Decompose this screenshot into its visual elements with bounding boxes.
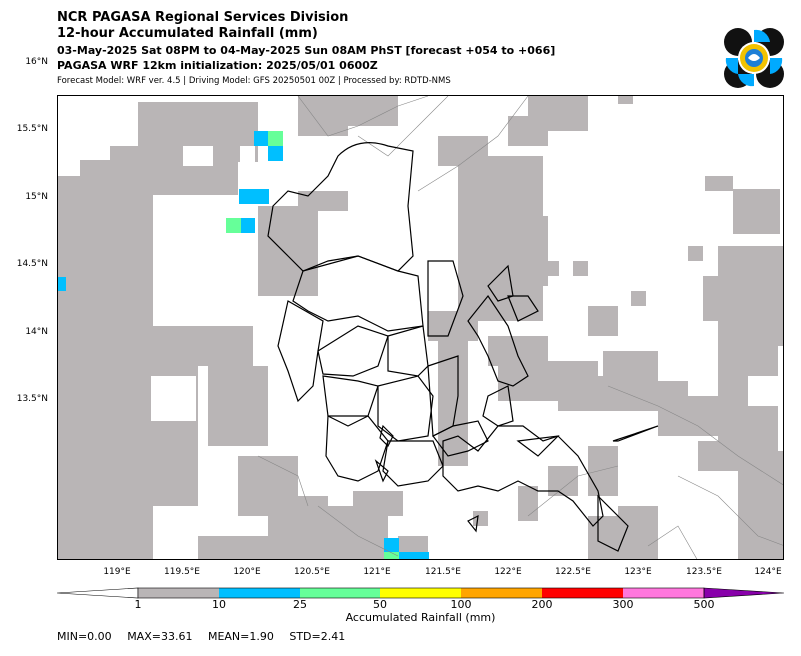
colorbar	[57, 587, 785, 599]
stat-max: MAX=33.61	[127, 630, 193, 643]
colorbar-tick-500: 500	[693, 598, 715, 611]
lon-label-120: 120°E	[233, 567, 261, 577]
colorbar-tick-300: 300	[612, 598, 634, 611]
lon-label-121-5: 121.5°E	[425, 567, 461, 577]
moderate-rainfall-cells	[58, 131, 429, 559]
model-info: Forecast Model: WRF ver. 4.5 | Driving M…	[57, 76, 451, 86]
pagasa-seal-icon	[724, 28, 784, 88]
lat-label-15: 15°N	[25, 192, 48, 202]
no-rain-gaps	[123, 131, 783, 421]
province-boundaries	[267, 142, 659, 552]
stat-std: STD=2.41	[289, 630, 346, 643]
lon-label-123: 123°E	[624, 567, 652, 577]
lat-label-13-5: 13.5°N	[16, 394, 48, 404]
lon-label-119-5: 119.5°E	[164, 567, 200, 577]
light-rainfall-cells	[58, 96, 783, 559]
lat-label-14: 14°N	[25, 327, 48, 337]
stat-min: MIN=0.00	[57, 630, 112, 643]
rainfall-map	[57, 95, 784, 560]
stat-mean: MEAN=1.90	[207, 630, 274, 643]
lat-label-16: 16°N	[25, 57, 48, 67]
rainfall-map-canvas	[58, 96, 783, 559]
colorbar-tick-100: 100	[450, 598, 472, 611]
lon-label-122: 122°E	[494, 567, 522, 577]
colorbar-label: Accumulated Rainfall (mm)	[345, 611, 496, 624]
initialization: PAGASA WRF 12km initialization: 2025/05/…	[57, 59, 378, 72]
lon-label-123-5: 123.5°E	[686, 567, 722, 577]
lat-label-14-5: 14.5°N	[16, 259, 48, 269]
statistics: MIN=0.00 MAX=33.61 MEAN=1.90 STD=2.41	[57, 630, 357, 643]
lon-label-120-5: 120.5°E	[294, 567, 330, 577]
title-line-2: 12-hour Accumulated Rainfall (mm)	[57, 26, 318, 41]
lon-label-124: 124°E	[754, 567, 782, 577]
lat-label-15-5: 15.5°N	[16, 124, 48, 134]
lon-label-122-5: 122.5°E	[555, 567, 591, 577]
colorbar-tick-1: 1	[134, 598, 142, 611]
title-line-1: NCR PAGASA Regional Services Division	[57, 10, 349, 25]
colorbar-tick-10: 10	[212, 598, 226, 611]
forecast-period: 03-May-2025 Sat 08PM to 04-May-2025 Sun …	[57, 44, 556, 57]
coastlines-minor	[257, 96, 783, 559]
colorbar-tick-200: 200	[531, 598, 553, 611]
colorbar-tick-50: 50	[373, 598, 387, 611]
colorbar-tick-25: 25	[293, 598, 307, 611]
lon-label-119: 119°E	[103, 567, 131, 577]
lon-label-121: 121°E	[363, 567, 391, 577]
